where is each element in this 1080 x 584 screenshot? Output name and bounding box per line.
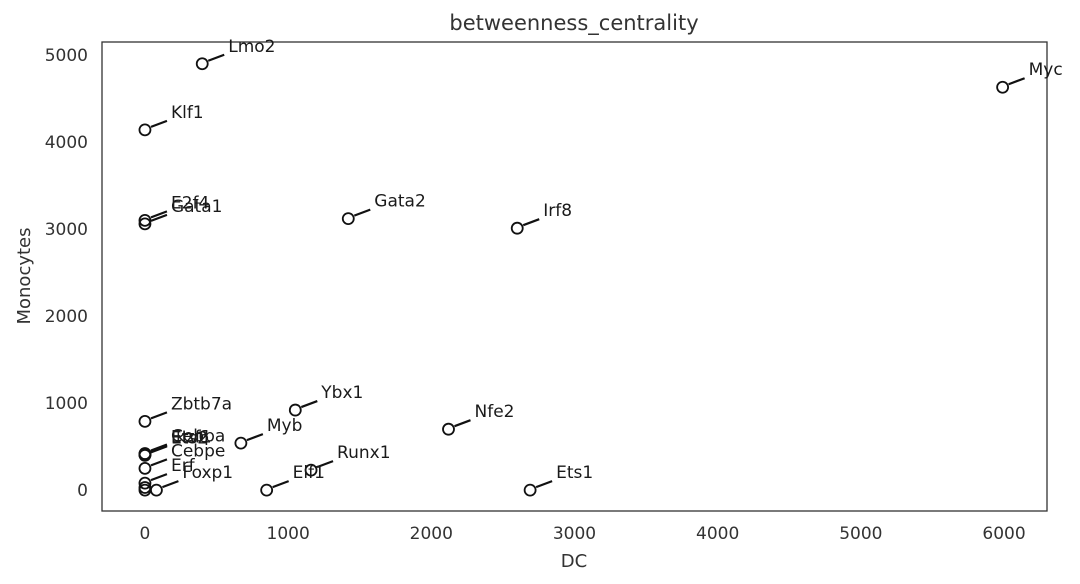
label-leader bbox=[454, 419, 471, 428]
point-marker bbox=[138, 481, 152, 494]
label-leader bbox=[522, 218, 540, 227]
point-marker bbox=[138, 217, 152, 231]
point-label: Ets2 bbox=[171, 428, 208, 448]
point-marker bbox=[195, 57, 209, 71]
x-tick-label: 6000 bbox=[982, 524, 1025, 544]
y-tick-label: 4000 bbox=[45, 133, 88, 153]
label-leader bbox=[207, 53, 225, 62]
data-point: Zbtb7a bbox=[138, 394, 232, 428]
point-marker bbox=[138, 461, 152, 475]
data-point: Myb bbox=[234, 416, 303, 450]
point-label: Gata2 bbox=[374, 192, 426, 212]
data-point: Foxp1 bbox=[150, 463, 233, 497]
x-tick-label: 0 bbox=[140, 524, 151, 544]
label-leader bbox=[1008, 77, 1025, 86]
point-marker bbox=[523, 483, 537, 497]
chart-title: betweenness_centrality bbox=[449, 11, 698, 36]
point-marker bbox=[288, 403, 302, 417]
label-leader bbox=[150, 411, 168, 420]
data-point: Cebpe bbox=[138, 441, 225, 475]
x-axis-label: DC bbox=[561, 551, 587, 572]
y-tick-label: 0 bbox=[77, 481, 88, 501]
point-label: Runx1 bbox=[337, 443, 390, 463]
point-label: Elf1 bbox=[293, 463, 325, 483]
label-leader bbox=[162, 480, 179, 489]
label-leader bbox=[150, 119, 168, 128]
label-leader bbox=[300, 400, 318, 409]
label-leader bbox=[535, 480, 553, 489]
label-leader bbox=[150, 458, 168, 467]
point-label: Klf1 bbox=[171, 103, 204, 123]
data-point: Runx1 bbox=[304, 443, 391, 477]
point-label: Ybx1 bbox=[320, 383, 363, 403]
label-leader bbox=[272, 480, 290, 489]
x-tick-label: 1000 bbox=[267, 524, 310, 544]
point-label: Myc bbox=[1029, 60, 1063, 80]
point-marker bbox=[304, 463, 318, 477]
label-leader bbox=[246, 433, 264, 442]
data-point: Gata1 bbox=[138, 197, 223, 231]
point-label: Myb bbox=[267, 416, 303, 436]
y-tick-label: 5000 bbox=[45, 46, 88, 66]
point-marker bbox=[138, 123, 152, 137]
y-tick-label: 2000 bbox=[45, 307, 88, 327]
point-marker bbox=[996, 80, 1010, 94]
point-marker bbox=[138, 414, 152, 428]
x-tick-label: 5000 bbox=[839, 524, 882, 544]
data-point: Ets1 bbox=[523, 463, 593, 497]
point-marker bbox=[138, 448, 152, 461]
point-marker bbox=[510, 221, 524, 235]
data-point: Elf1 bbox=[260, 463, 325, 497]
data-point: Myc bbox=[996, 60, 1063, 94]
point-marker bbox=[234, 436, 248, 450]
point-marker bbox=[442, 422, 455, 436]
label-leader bbox=[150, 210, 168, 219]
data-point: Erf bbox=[138, 456, 196, 490]
point-label: Ikzf1 bbox=[171, 427, 212, 447]
point-label: Irf8 bbox=[543, 201, 572, 221]
plot-frame bbox=[101, 41, 1048, 512]
x-tick-label: 4000 bbox=[696, 524, 739, 544]
y-axis-ticks: 0 1000 2000 3000 4000 5000 bbox=[45, 46, 88, 501]
data-point: Nfe2 bbox=[442, 402, 515, 436]
point-marker bbox=[138, 476, 152, 490]
data-point bbox=[138, 481, 152, 494]
label-leader bbox=[150, 473, 168, 482]
x-tick-label: 3000 bbox=[553, 524, 596, 544]
data-point: E2f4 bbox=[138, 193, 209, 227]
point-label: E2f4 bbox=[171, 193, 209, 213]
data-point: Etv6 bbox=[138, 427, 209, 461]
point-marker bbox=[150, 483, 163, 497]
data-point: Ybx1 bbox=[288, 383, 363, 417]
point-marker bbox=[341, 212, 355, 226]
point-label: Gata1 bbox=[171, 197, 223, 217]
point-label: Erf bbox=[171, 456, 196, 476]
data-point: Klf1 bbox=[138, 103, 204, 137]
point-label: Lmo2 bbox=[228, 37, 275, 57]
x-axis-ticks: 0 1000 2000 3000 4000 5000 6000 bbox=[140, 524, 1026, 544]
label-leader bbox=[150, 213, 168, 222]
point-marker bbox=[138, 213, 152, 227]
y-tick-label: 3000 bbox=[45, 220, 88, 240]
y-tick-label: 1000 bbox=[45, 394, 88, 414]
x-tick-label: 2000 bbox=[410, 524, 453, 544]
point-label: Cebpe bbox=[171, 441, 225, 461]
point-label: Foxp1 bbox=[182, 463, 233, 483]
label-leader bbox=[316, 460, 334, 469]
data-point: Gata2 bbox=[341, 192, 426, 226]
label-leader bbox=[353, 208, 371, 217]
y-axis-label: Monocytes bbox=[14, 227, 35, 324]
point-label: Etv6 bbox=[171, 427, 209, 447]
point-label: Zbtb7a bbox=[171, 394, 232, 414]
data-point: Lmo2 bbox=[195, 37, 275, 71]
point-marker bbox=[260, 483, 274, 497]
point-label: Nfe2 bbox=[475, 402, 515, 422]
point-label: Cebpa bbox=[171, 427, 225, 447]
point-label: Ets1 bbox=[556, 463, 593, 483]
data-point: Irf8 bbox=[510, 201, 572, 235]
label-leader bbox=[150, 444, 168, 453]
